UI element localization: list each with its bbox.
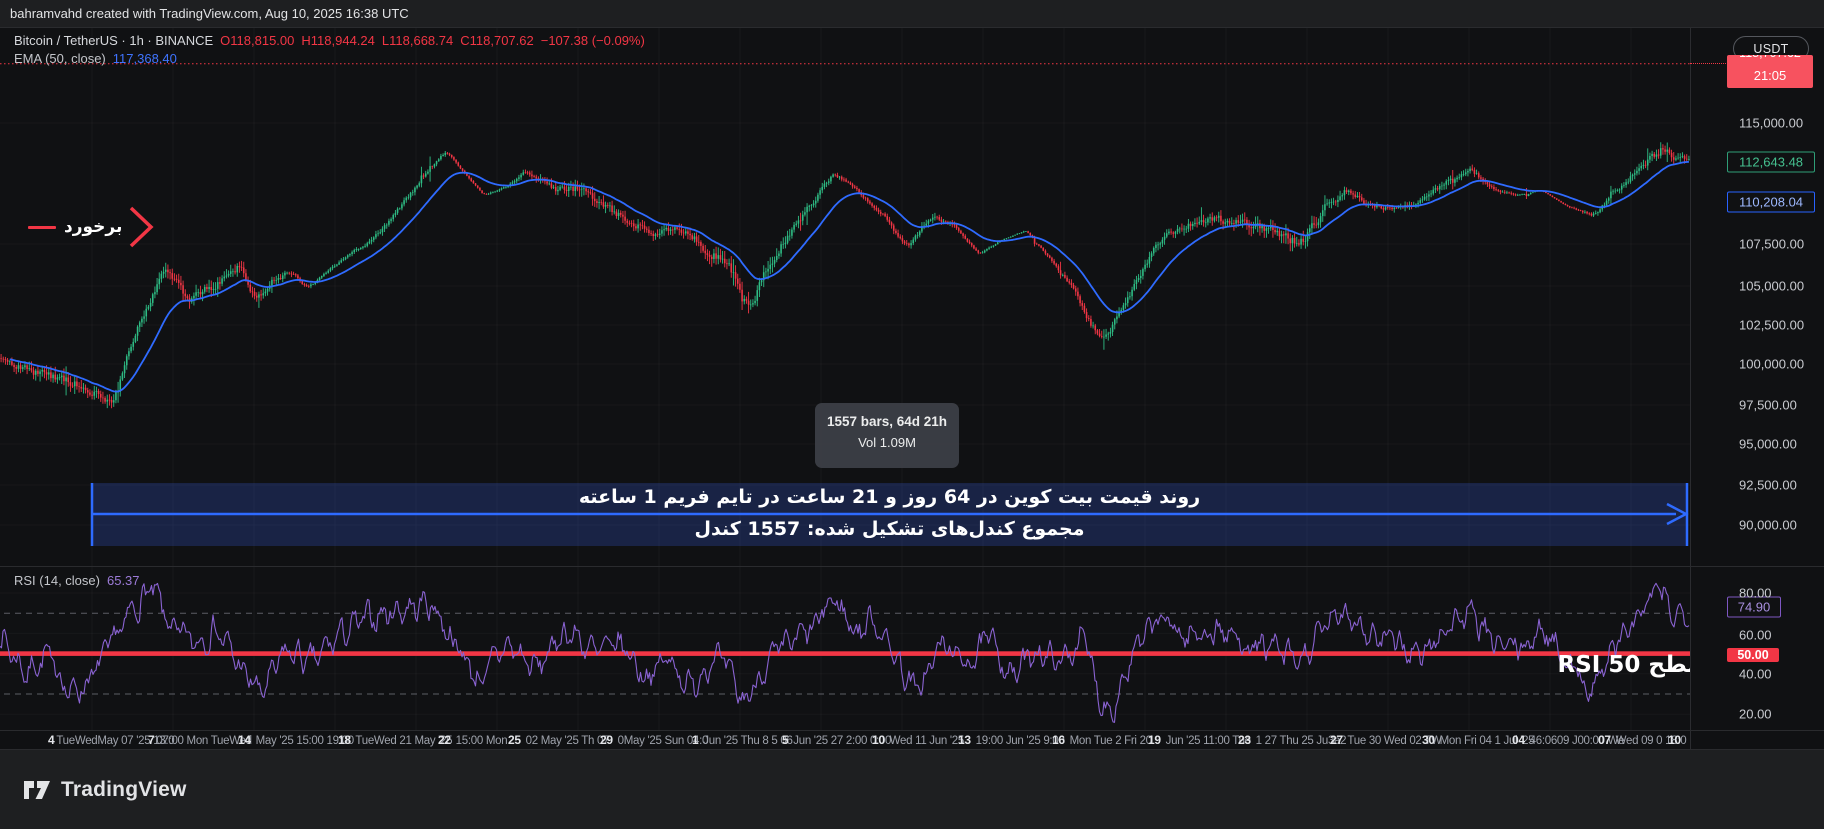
- axis-scale-label: 80.00: [1739, 585, 1772, 601]
- ema-label[interactable]: EMA (50, close): [14, 51, 106, 66]
- time-axis-cluster: 07 Wed 09 0 18:0: [1598, 733, 1687, 747]
- symbol-title[interactable]: Bitcoin / TetherUS · 1h · BINANCE: [14, 33, 214, 48]
- banner-bracket: [90, 483, 1689, 546]
- time-axis-cluster: 25 02 May '25 Th 07: [508, 733, 610, 747]
- annotation-dash: [28, 225, 56, 229]
- tradingview-mark-icon: [24, 780, 50, 799]
- time-axis-cluster: 5 Jun '25 27 2:00 0:00: [782, 733, 892, 747]
- axis-scale-label: 107,500.00: [1739, 236, 1805, 252]
- chart-bottom-edge: [0, 749, 1824, 750]
- low-value: L118,668.74: [381, 33, 454, 48]
- time-axis-cluster: 4 TueWedMay 07 '25 13:0: [48, 733, 175, 747]
- time-axis-cluster: 18 TueWed 21 May '25: [338, 733, 453, 747]
- measure-tooltip: 1557 bars, 64d 21h Vol 1.09M: [815, 403, 959, 468]
- time-axis-cluster: 04 46:0609 J00:00 We: [1512, 733, 1625, 747]
- tradingview-logo-text: TradingView: [61, 777, 187, 801]
- close-value: C118,707.62: [460, 33, 534, 48]
- last-price-label: 112,643.48: [1727, 151, 1815, 173]
- time-axis-cluster: 22 15:00 Mon: [438, 733, 508, 747]
- high-value: H118,944.24: [301, 33, 375, 48]
- measure-bars-text: 1557 bars, 64d 21h: [826, 414, 948, 429]
- time-axis-cluster: 16 Mon Tue 2 Fri 20: [1052, 733, 1152, 747]
- open-value: O118,815.00: [220, 33, 295, 48]
- rsi-value: 65.37: [106, 573, 140, 588]
- rsi-legend[interactable]: RSI (14, close) 65.37: [14, 573, 140, 588]
- axis-scale-label: 20.00: [1739, 706, 1772, 722]
- time-axis-cluster: 30 Mon Fri 04 1 Jul '25: [1422, 733, 1535, 747]
- ema-value: 117,368.40: [112, 51, 177, 66]
- axis-scale-label: 95,000.00: [1739, 436, 1797, 452]
- footer-bar: TradingView: [0, 750, 1824, 829]
- pane-separator[interactable]: [0, 566, 1824, 567]
- time-axis-cluster: 1 Jun '25 Thu 8 5 06: [692, 733, 793, 747]
- time-axis-cluster: 10: [1668, 733, 1681, 747]
- time-axis-cluster: 27 Tue 30 Wed 02 TW: [1330, 733, 1442, 747]
- annotation-label: برخورد: [64, 217, 123, 237]
- axis-scale-label: 102,500.00: [1739, 317, 1805, 333]
- banner-text-2: مجموع کندل‌های تشکیل شده: 1557 کندل: [694, 518, 1085, 540]
- price-pane-canvas[interactable]: [0, 28, 1690, 566]
- time-axis-cluster: 19 Jun '25 11:00 Tue: [1148, 733, 1251, 747]
- ema-legend[interactable]: EMA (50, close) 117,368.40: [14, 51, 177, 66]
- current-price-badge: 118,707.62 21:05: [1727, 55, 1813, 88]
- axis-scale-label: 60.00: [1739, 627, 1772, 643]
- time-axis-separator: [0, 730, 1824, 731]
- rsi-level-label: سطح RSI 50: [1557, 652, 1710, 678]
- price-axis[interactable]: USDT 118,707.62 21:05 112,643.48 110,208…: [1690, 28, 1824, 750]
- tradingview-logo[interactable]: TradingView: [22, 777, 187, 803]
- axis-scale-label: 90,000.00: [1739, 517, 1797, 533]
- axis-scale-label: 92,500.00: [1739, 477, 1797, 493]
- axis-scale-label: 40.00: [1739, 666, 1772, 682]
- axis-scale-label: 97,500.00: [1739, 397, 1797, 413]
- rsi-value-label: 74.90: [1727, 596, 1781, 618]
- right-chevron-icon: [130, 206, 154, 248]
- time-axis-cluster: 10 Wed 11 Jun '25: [872, 733, 964, 747]
- measure-volume-text: Vol 1.09M: [858, 435, 916, 450]
- collision-annotation[interactable]: برخورد: [28, 205, 154, 249]
- symbol-legend[interactable]: Bitcoin / TetherUS · 1h · BINANCE O118,8…: [14, 33, 645, 48]
- rsi-50-badge: 50.00: [1727, 648, 1779, 662]
- axis-scale-label: 105,000.00: [1739, 278, 1805, 294]
- rsi-label[interactable]: RSI (14, close): [14, 573, 100, 588]
- time-axis-cluster: 14 May '25 15:00 19:00: [238, 733, 354, 747]
- attribution-text: bahramvahd created with TradingView.com,…: [10, 6, 409, 21]
- banner-text-1: روند قیمت بیت کوین در 64 روز و 21 ساعت د…: [578, 486, 1201, 508]
- time-axis-cluster: 23 1 27 Thu 25 Ju3a2: [1238, 733, 1347, 747]
- change-value: −107.38 (−0.09%): [540, 33, 645, 48]
- time-axis-cluster: 7 07:00 Mon TueWed: [148, 733, 252, 747]
- current-price-value: 118,707.62: [1727, 55, 1813, 60]
- ema-price-label: 110,208.04: [1727, 191, 1815, 213]
- bar-countdown: 21:05: [1753, 68, 1787, 83]
- rsi-pane-canvas[interactable]: [0, 566, 1690, 730]
- axis-scale-label: 115,000.00: [1739, 115, 1804, 131]
- price-line-axis-extension: [1690, 63, 1726, 64]
- time-axis[interactable]: 4 TueWedMay 07 '25 13:0 7 07:00 Mon TueWed 1…: [0, 730, 1690, 750]
- time-axis-cluster: 13 19:00 Jun '25 9:00: [958, 733, 1065, 747]
- axis-scale-label: 100,000.00: [1739, 356, 1805, 372]
- attribution-bar: bahramvahd created with TradingView.com,…: [0, 0, 1824, 28]
- time-axis-cluster: 29 0May '25 Sun 04:0: [600, 733, 709, 747]
